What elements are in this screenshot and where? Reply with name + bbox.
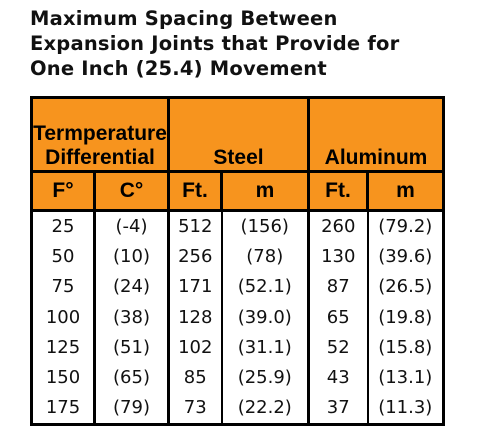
table-cell: 75 [51,276,75,298]
column-temp-c: (-4) (10) (24) (38) (51) (65) (79) [93,210,170,425]
table-cell: (38) [113,306,150,328]
title-line-3: One Inch (25.4) Movement [30,57,327,80]
temperature-header-line-1: Termperature [33,122,167,145]
table-cell: (79) [113,397,150,419]
table-cell: 260 [321,216,356,237]
fahrenheit-header: F° [30,170,96,212]
table-cell: (52.1) [237,276,292,298]
table-cell: 52 [326,336,350,358]
table-cell: (19.8) [378,306,433,328]
steel-meters-header: m [220,170,310,212]
table-cell: 130 [321,246,356,268]
table-cell: 128 [178,306,213,328]
celsius-header: C° [93,170,170,212]
table-cell: 50 [51,246,75,268]
table-cell: (39.6) [378,246,433,268]
table-cell: 43 [326,366,350,388]
table-cell: 73 [183,397,207,419]
data-body-row: 25 50 75 100 125 150 175 (-4) (10) (24) … [30,210,445,425]
unit-header-row: F° C° Ft. m Ft. m [30,170,445,212]
column-steel-ft: 512 256 171 128 102 85 73 [167,210,223,425]
table-cell: (78) [246,246,284,268]
table-cell: (-4) [115,216,148,237]
document-title: Maximum Spacing Between Expansion Joints… [30,6,490,81]
steel-header: Steel [167,96,310,173]
table-cell: (24) [113,276,150,298]
aluminum-feet-header: Ft. [307,170,369,212]
table-cell: (156) [240,216,289,237]
column-steel-m: (156) (78) (52.1) (39.0) (31.1) (25.9) (… [220,210,310,425]
table-cell: 102 [178,336,213,358]
table-cell: 25 [51,216,75,237]
column-temp-f: 25 50 75 100 125 150 175 [30,210,96,425]
table-cell: 37 [326,397,350,419]
table-cell: (11.3) [378,397,433,419]
column-alum-m: (79.2) (39.6) (26.5) (19.8) (15.8) (13.1… [366,210,445,425]
table-cell: (39.0) [237,306,292,328]
table-cell: 125 [45,336,81,358]
table-cell: 87 [326,276,350,298]
table-cell: (79.2) [378,216,433,237]
temperature-differential-header: Termperature Differential [30,96,170,173]
table-cell: (26.5) [378,276,433,298]
table-cell: (25.9) [237,366,292,388]
steel-feet-header: Ft. [167,170,223,212]
table-cell: (22.2) [237,397,292,419]
table-cell: 65 [326,306,350,328]
table-cell: 100 [45,306,81,328]
expansion-joint-spacing-table: Termperature Differential Steel Aluminum… [30,96,445,427]
group-header-row: Termperature Differential Steel Aluminum [30,96,445,173]
table-cell: (65) [113,366,150,388]
temperature-header-line-2: Differential [45,146,155,169]
table-cell: 171 [178,276,213,298]
aluminum-meters-header: m [366,170,445,212]
table-cell: 85 [183,366,207,388]
column-alum-ft: 260 130 87 65 52 43 37 [307,210,369,425]
table-cell: 256 [178,246,213,268]
aluminum-header: Aluminum [307,96,445,173]
table-cell: (15.8) [378,336,433,358]
table-cell: 512 [178,216,213,237]
table-cell: (10) [113,246,150,268]
table-cell: 175 [45,397,81,419]
table-cell: 150 [45,366,81,388]
table-cell: (13.1) [378,366,433,388]
title-line-2: Expansion Joints that Provide for [30,32,400,55]
title-line-1: Maximum Spacing Between [30,7,338,30]
table-cell: (51) [113,336,150,358]
table-cell: (31.1) [237,336,292,358]
